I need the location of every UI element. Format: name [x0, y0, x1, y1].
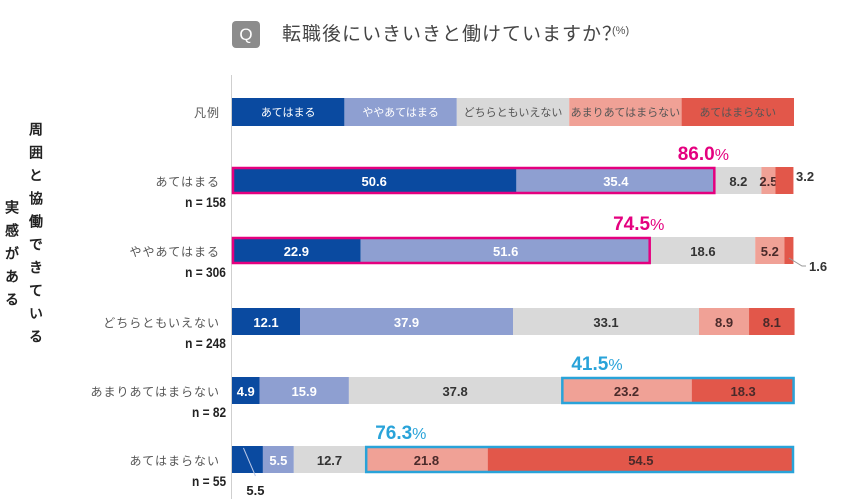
category-label: ややあてはまる: [129, 245, 220, 259]
data-label: 8.2: [729, 174, 747, 189]
percent-sign: %: [650, 217, 664, 234]
data-label-outside: 3.2: [796, 169, 814, 184]
percent-sign: %: [608, 357, 622, 374]
leader-line: [242, 447, 256, 477]
bar-segment: [293, 446, 366, 473]
data-label: 51.6: [493, 244, 518, 259]
data-label-outside: 1.6: [809, 259, 827, 274]
data-label: 12.7: [317, 453, 342, 468]
category-axis-line: [231, 75, 232, 499]
question-badge: Q: [232, 21, 260, 48]
highlight-box: [561, 376, 795, 405]
data-label: 5.5: [269, 453, 287, 468]
total-annotation: 41.5%: [571, 354, 622, 375]
side-label-left-column: 実感がある: [4, 200, 20, 315]
total-annotation: 74.5%: [613, 214, 664, 235]
bar-segment: [360, 237, 651, 264]
bar-segment: [784, 237, 794, 264]
data-label-outside: 5.5: [246, 483, 264, 498]
highlight-box: [231, 166, 716, 195]
category-label: あてはまらない: [129, 454, 220, 468]
data-label: 33.1: [593, 315, 618, 330]
data-label: 37.8: [442, 384, 467, 399]
data-label: 8.9: [715, 315, 733, 330]
data-label: 35.4: [603, 174, 629, 189]
category-label: あてはまる: [155, 175, 220, 189]
bar-segment: [513, 308, 700, 335]
bar-segment: [516, 167, 716, 194]
data-label: 54.5: [628, 453, 653, 468]
sample-size-label: n = 306: [185, 264, 226, 280]
legend-title: 凡例: [193, 106, 220, 120]
legend-entry: あてはまらない: [700, 106, 777, 119]
legend-entry: あてはまる: [261, 106, 316, 119]
bar-segment: [232, 377, 260, 404]
bar-segment: [487, 446, 794, 473]
bar-segment: [761, 167, 776, 194]
legend-entry: ややあてはまる: [362, 106, 439, 119]
legend-swatch: [232, 98, 345, 126]
category-label: どちらともいえない: [103, 316, 220, 330]
sample-size-label: n = 248: [185, 335, 226, 351]
legend-entry: どちらともいえない: [464, 106, 563, 119]
bar-segment: [232, 446, 263, 473]
legend-swatch: [344, 98, 457, 126]
percent-sign: %: [412, 426, 426, 443]
data-label: 21.8: [414, 453, 439, 468]
highlight-box: [364, 445, 795, 474]
sample-size-label: n = 55: [191, 473, 226, 489]
data-label: 18.6: [690, 244, 715, 259]
bar-segment: [348, 377, 562, 404]
legend-swatch: [456, 98, 570, 126]
legend-entry: あまりあてはまらない: [571, 106, 681, 119]
sample-size-label: n = 82: [191, 404, 226, 420]
sample-size-label: n = 158: [185, 194, 226, 210]
leader-line: [788, 257, 806, 267]
bar-segment: [232, 308, 301, 335]
bar-segment: [650, 237, 756, 264]
bar-segment: [365, 446, 488, 473]
bar-segment: [699, 308, 750, 335]
data-label: 18.3: [730, 384, 755, 399]
highlight-box: [231, 236, 651, 265]
data-label: 2.5: [759, 174, 777, 189]
bar-segment: [262, 446, 294, 473]
bar-segment: [561, 377, 692, 404]
total-annotation: 76.3%: [375, 423, 426, 444]
bar-segment: [232, 167, 517, 194]
unit-label: (%): [612, 25, 630, 37]
data-label: 37.9: [394, 315, 419, 330]
bar-segment: [259, 377, 349, 404]
percent-sign: %: [715, 147, 729, 164]
data-label: 5.2: [761, 244, 779, 259]
legend-swatch: [681, 98, 794, 126]
total-annotation: 86.0%: [678, 144, 729, 165]
bar-segment: [749, 308, 795, 335]
bar-segment: [232, 237, 361, 264]
side-label-right-column: 周囲と協働できている: [28, 122, 44, 352]
data-label: 4.9: [237, 384, 255, 399]
data-label: 23.2: [614, 384, 639, 399]
bar-segment: [715, 167, 762, 194]
data-label: 15.9: [292, 384, 317, 399]
data-label: 50.6: [362, 174, 387, 189]
legend-swatch: [569, 98, 682, 126]
data-label: 22.9: [284, 244, 309, 259]
bar-segment: [300, 308, 513, 335]
bar-segment: [775, 167, 794, 194]
category-label: あまりあてはまらない: [90, 385, 220, 399]
bar-segment: [691, 377, 795, 404]
bar-segment: [755, 237, 785, 264]
data-label: 8.1: [763, 315, 781, 330]
data-label: 12.1: [253, 315, 278, 330]
chart-title: 転職後にいきいきと働けていますか？: [282, 24, 623, 45]
